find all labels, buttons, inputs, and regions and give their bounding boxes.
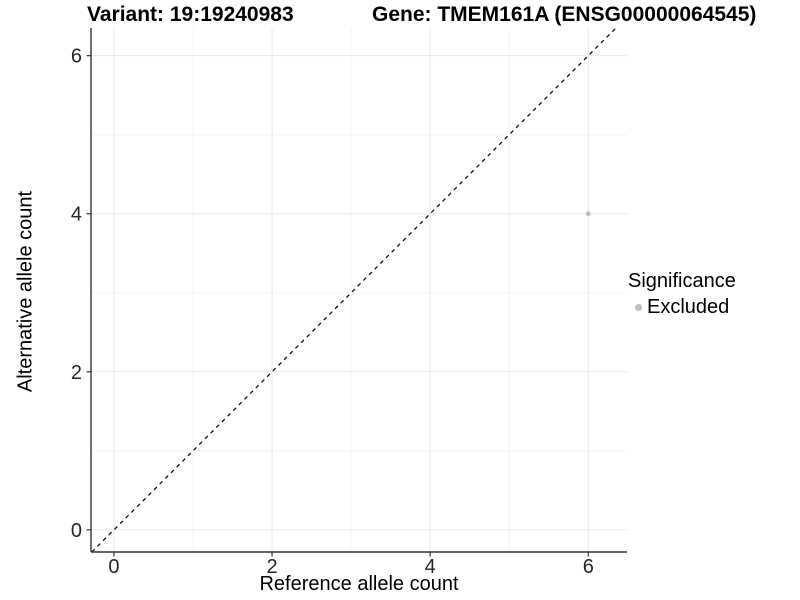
x-tick-label: 0: [108, 556, 119, 578]
data-point: [585, 211, 591, 217]
y-axis-title: Alternative allele count: [14, 190, 37, 393]
excluded-point-icon: [635, 304, 642, 311]
x-tick-label: 4: [425, 556, 436, 578]
y-tick-label: 0: [71, 520, 82, 542]
x-tick-label: 6: [583, 556, 594, 578]
legend-item-excluded: Excluded: [628, 296, 736, 319]
gene-title: Gene: TMEM161A (ENSG00000064545): [372, 3, 757, 26]
legend-item-label: Excluded: [647, 296, 730, 318]
legend: Significance Excluded: [628, 270, 736, 319]
legend-title: Significance: [628, 270, 736, 292]
x-axis-title: Reference allele count: [259, 573, 459, 595]
identity-reference-line: [91, 27, 617, 553]
y-tick-label: 6: [71, 46, 82, 68]
y-tick-label: 2: [71, 362, 82, 384]
y-tick-label: 4: [71, 204, 82, 226]
variant-title: Variant: 19:19240983: [87, 3, 294, 26]
x-tick-label: 2: [266, 556, 277, 578]
